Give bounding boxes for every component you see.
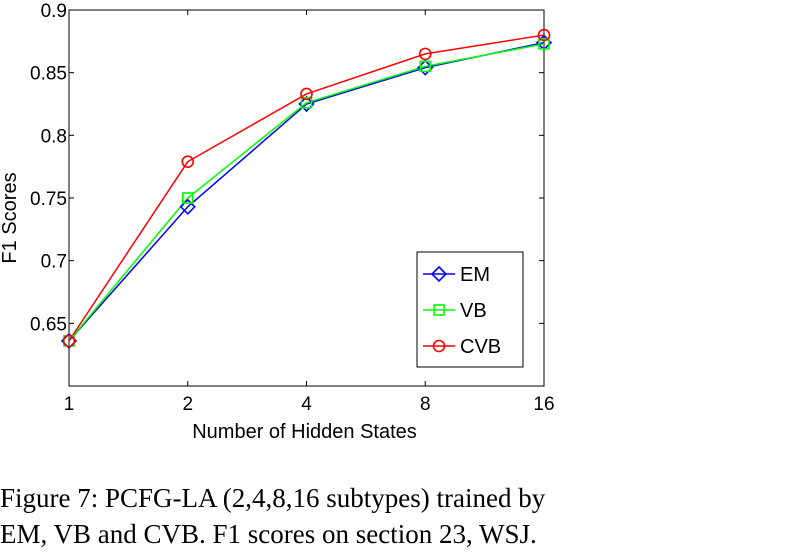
data-point-vb [181, 192, 194, 204]
legend-marker-cvb [432, 339, 446, 353]
x-tick-label: 4 [301, 394, 312, 415]
data-point-vb [419, 60, 432, 73]
y-tick-label: 0.8 [41, 126, 67, 147]
caption-line-2: EM, VB and CVB. F1 scores on section 23,… [0, 519, 537, 549]
y-tick-label: 0.65 [30, 314, 67, 335]
x-tick-label: 2 [182, 394, 193, 415]
legend-label-em: EM [460, 264, 490, 286]
caption-line-1: Figure 7: PCFG-LA (2,4,8,16 subtypes) tr… [0, 483, 546, 513]
data-point-em [179, 198, 196, 215]
data-point-vb [538, 38, 550, 50]
figure-caption: Figure 7: PCFG-LA (2,4,8,16 subtypes) tr… [0, 480, 800, 552]
y-tick-label: 0.75 [30, 189, 67, 210]
y-tick-label: 0.9 [41, 1, 67, 22]
legend-marker-vb [433, 304, 445, 316]
legend-marker-em [430, 265, 448, 283]
data-point-cvb [537, 28, 551, 42]
x-axis-title: Number of Hidden States [192, 421, 417, 443]
x-tick-label: 8 [420, 394, 431, 415]
y-axis-title: F1 Scores [0, 172, 21, 263]
series-line-cvb [68, 34, 545, 342]
f1-line-chart: 0.65 0.7 0.75 0.8 0.85 0.9 1 2 4 8 16 Number of H… [0, 1, 555, 443]
y-tick-label: 0.7 [41, 252, 67, 273]
x-tick-label: 16 [533, 394, 554, 415]
data-point-cvb [62, 334, 76, 348]
series-line-vb [68, 43, 545, 342]
y-tick-label: 0.85 [30, 64, 67, 85]
data-point-cvb [418, 47, 432, 61]
legend: EM VB CVB [416, 251, 524, 368]
legend-label-vb: VB [460, 300, 487, 322]
x-tick-label: 1 [64, 394, 75, 415]
data-point-cvb [181, 155, 195, 168]
data-point-cvb [300, 87, 313, 101]
legend-label-cvb: CVB [460, 336, 501, 358]
data-point-vb [300, 96, 313, 109]
